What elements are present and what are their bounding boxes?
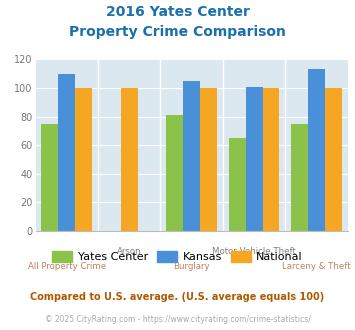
Text: Arson: Arson (117, 247, 142, 256)
Text: Motor Vehicle Theft: Motor Vehicle Theft (212, 247, 296, 256)
Text: All Property Crime: All Property Crime (28, 262, 106, 272)
Bar (200, 88, 217, 231)
Text: Property Crime Comparison: Property Crime Comparison (69, 25, 286, 39)
Text: Burglary: Burglary (173, 262, 210, 272)
Text: © 2025 CityRating.com - https://www.cityrating.com/crime-statistics/: © 2025 CityRating.com - https://www.city… (45, 315, 310, 324)
Bar (263, 88, 279, 231)
Bar (308, 69, 325, 231)
Bar (246, 86, 263, 231)
Bar (42, 124, 58, 231)
Bar (183, 81, 200, 231)
Bar (291, 124, 308, 231)
Bar (58, 74, 75, 231)
Text: Compared to U.S. average. (U.S. average equals 100): Compared to U.S. average. (U.S. average … (31, 292, 324, 302)
Bar (121, 88, 138, 231)
Legend: Yates Center, Kansas, National: Yates Center, Kansas, National (48, 247, 307, 267)
Bar (75, 88, 92, 231)
Text: Larceny & Theft: Larceny & Theft (282, 262, 351, 272)
Bar (166, 115, 183, 231)
Text: 2016 Yates Center: 2016 Yates Center (105, 5, 250, 19)
Bar (229, 138, 246, 231)
Bar (325, 88, 342, 231)
